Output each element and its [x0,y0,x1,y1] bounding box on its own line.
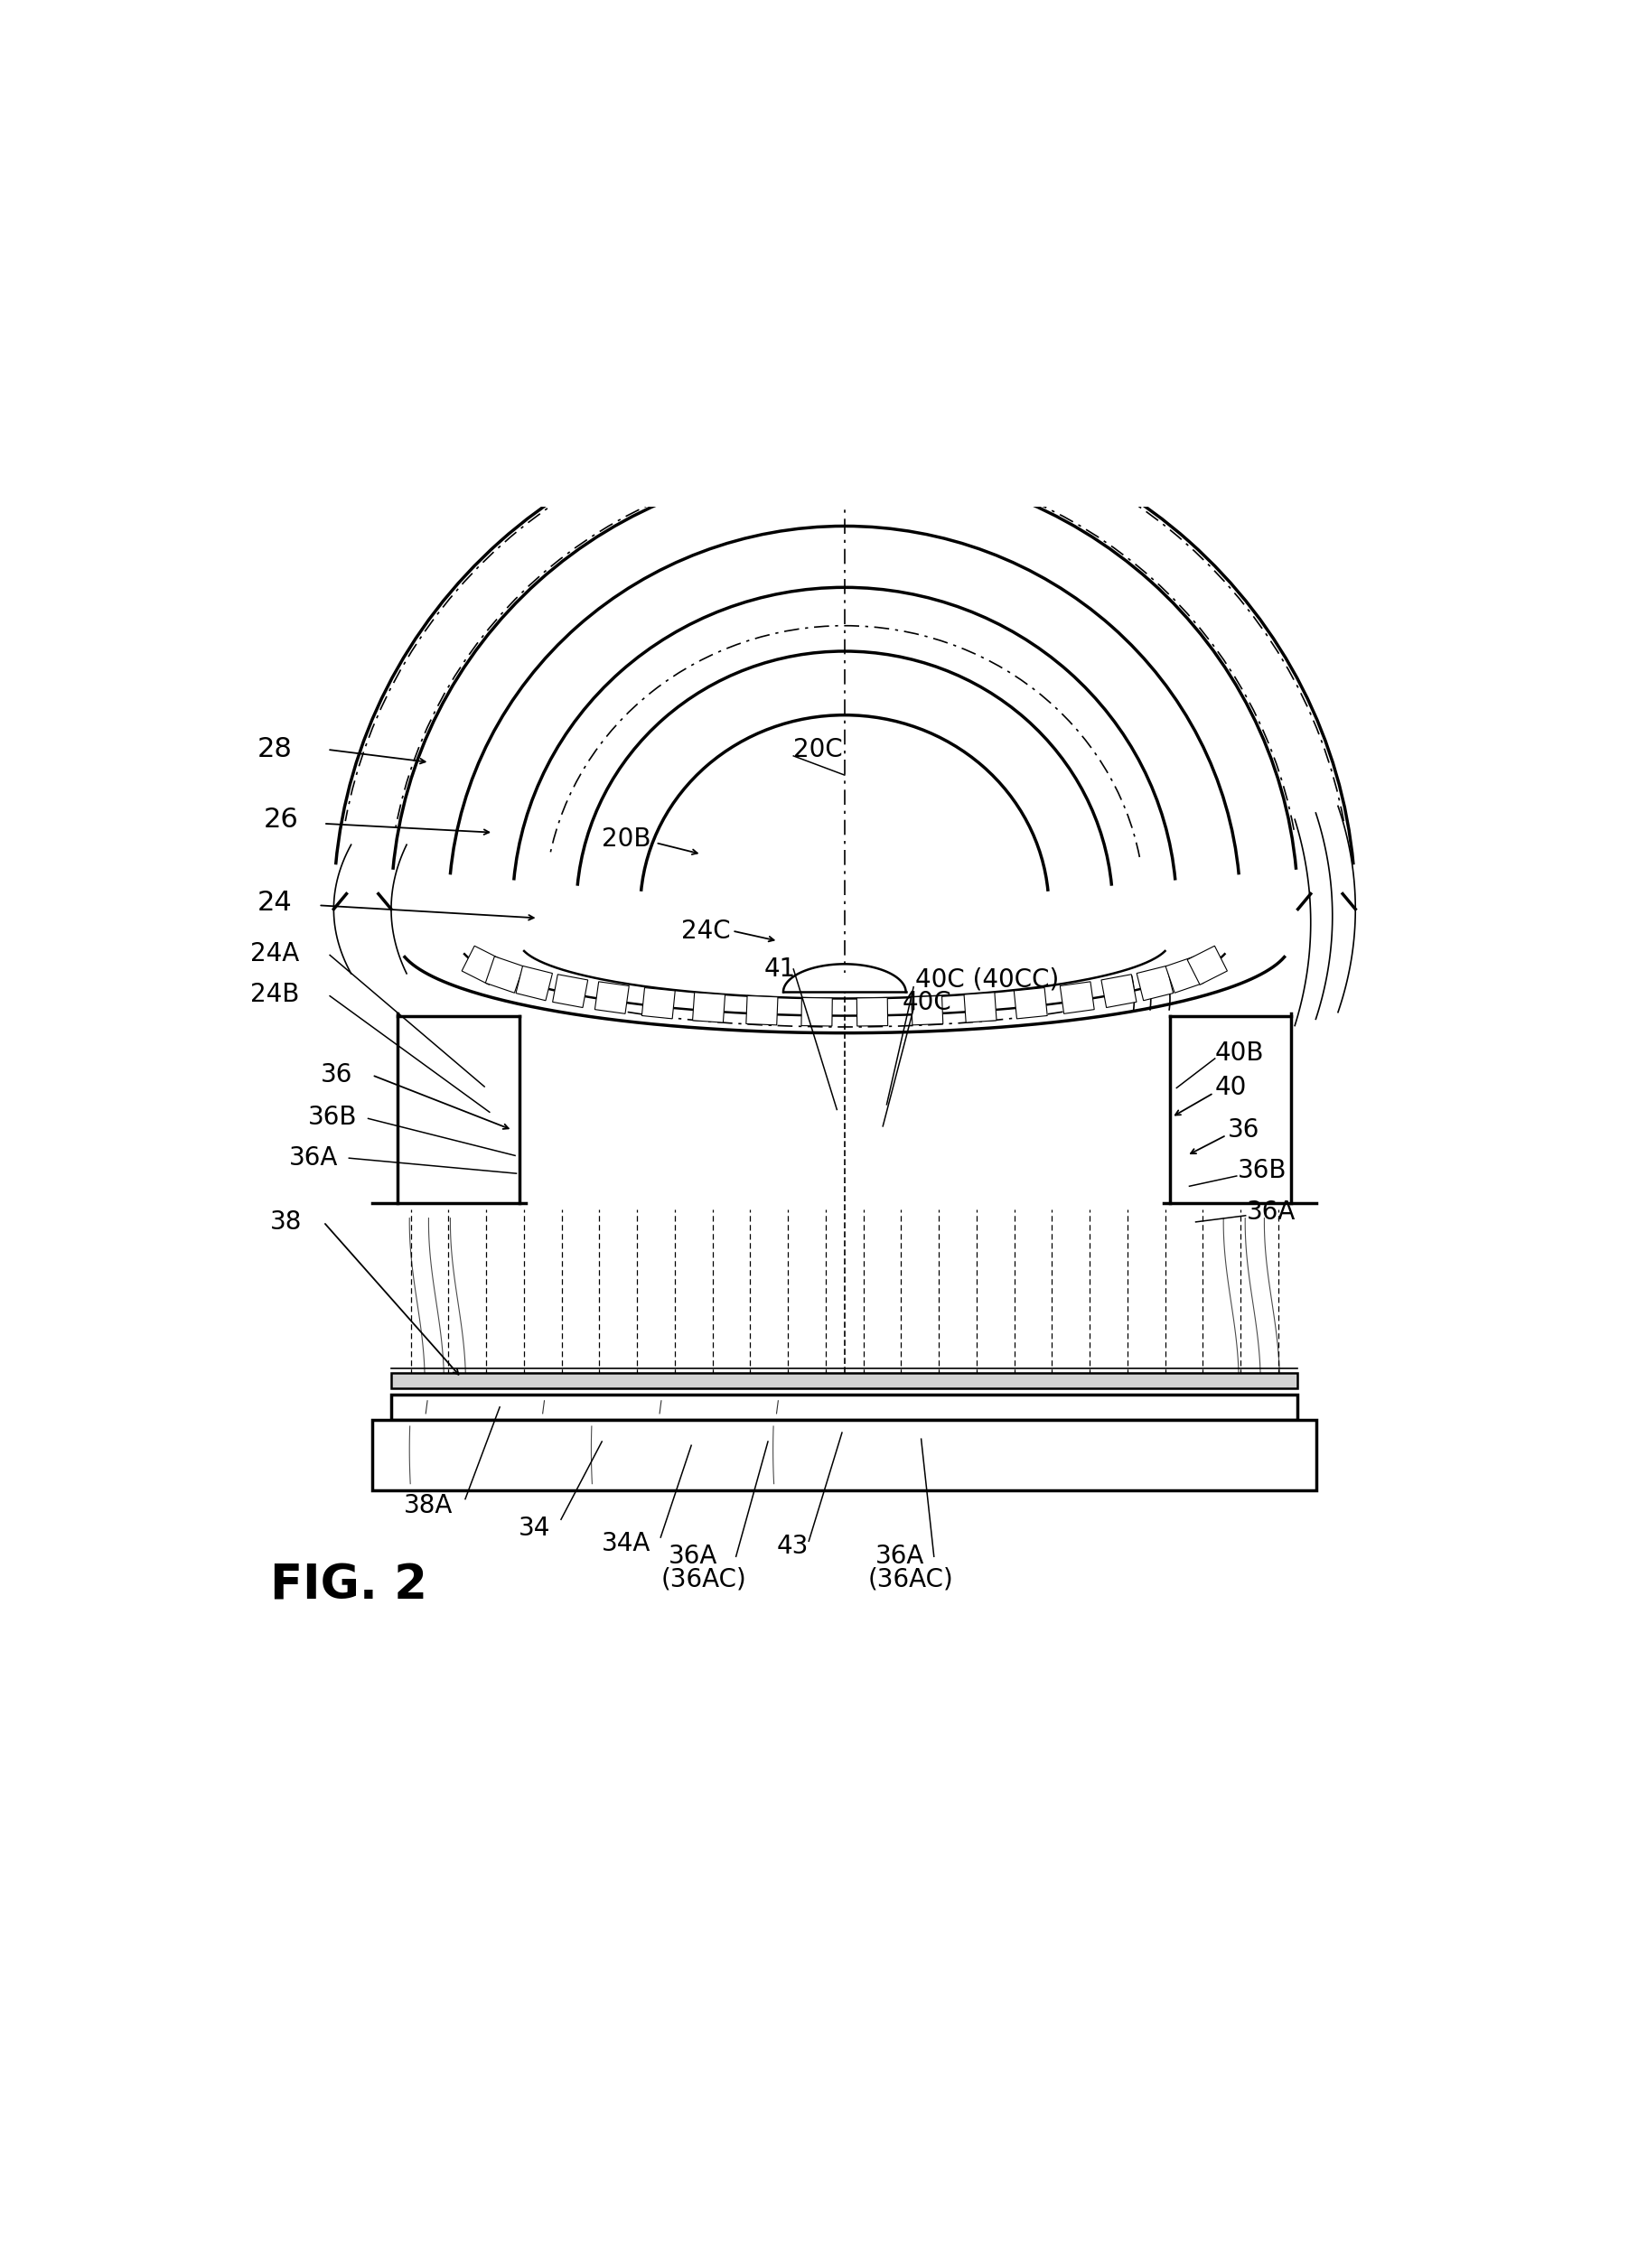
Polygon shape [911,996,942,1025]
Text: 40B: 40B [1214,1041,1263,1066]
Text: 43: 43 [776,1533,809,1558]
Polygon shape [461,946,502,984]
Text: 36B: 36B [308,1105,357,1129]
Text: 40C: 40C [901,989,950,1016]
Text: FIG. 2: FIG. 2 [270,1563,427,1610]
Text: 36A: 36A [875,1545,924,1569]
Text: 24B: 24B [250,982,300,1007]
Polygon shape [856,998,888,1025]
Text: 34: 34 [519,1515,550,1540]
Text: 36: 36 [321,1061,352,1089]
Bar [392,1372,1296,1388]
Text: 40: 40 [1214,1075,1247,1100]
Polygon shape [1100,975,1136,1007]
Polygon shape [1164,957,1202,993]
Polygon shape [552,975,588,1007]
Text: 20B: 20B [601,826,651,850]
Text: 28: 28 [257,737,292,762]
Text: 36A: 36A [288,1145,338,1170]
Text: 36B: 36B [1237,1159,1286,1184]
Text: (36AC): (36AC) [866,1567,952,1592]
Text: 36: 36 [1227,1118,1258,1143]
Bar [392,1395,1296,1420]
Polygon shape [1136,966,1173,1000]
Polygon shape [1059,982,1094,1014]
Text: 36A: 36A [1247,1200,1295,1225]
Polygon shape [1013,987,1047,1018]
Text: 24: 24 [257,889,292,916]
Text: 38: 38 [270,1209,301,1234]
Polygon shape [641,987,675,1018]
Polygon shape [800,998,832,1025]
Polygon shape [963,993,996,1023]
Polygon shape [1186,946,1227,984]
Text: 41: 41 [764,957,796,982]
Text: 24C: 24C [680,919,730,943]
Polygon shape [692,993,725,1023]
Text: 36A: 36A [669,1545,716,1569]
Text: 38A: 38A [404,1492,453,1517]
Polygon shape [746,996,777,1025]
Text: (36AC): (36AC) [660,1567,746,1592]
Polygon shape [486,957,524,993]
Text: 40C (40CC): 40C (40CC) [914,966,1057,991]
Text: 26: 26 [264,807,298,832]
Polygon shape [516,966,552,1000]
Bar [372,1420,1316,1490]
Polygon shape [595,982,629,1014]
Text: 34A: 34A [601,1531,651,1556]
Text: 20C: 20C [794,737,843,762]
Text: 24A: 24A [250,941,300,966]
